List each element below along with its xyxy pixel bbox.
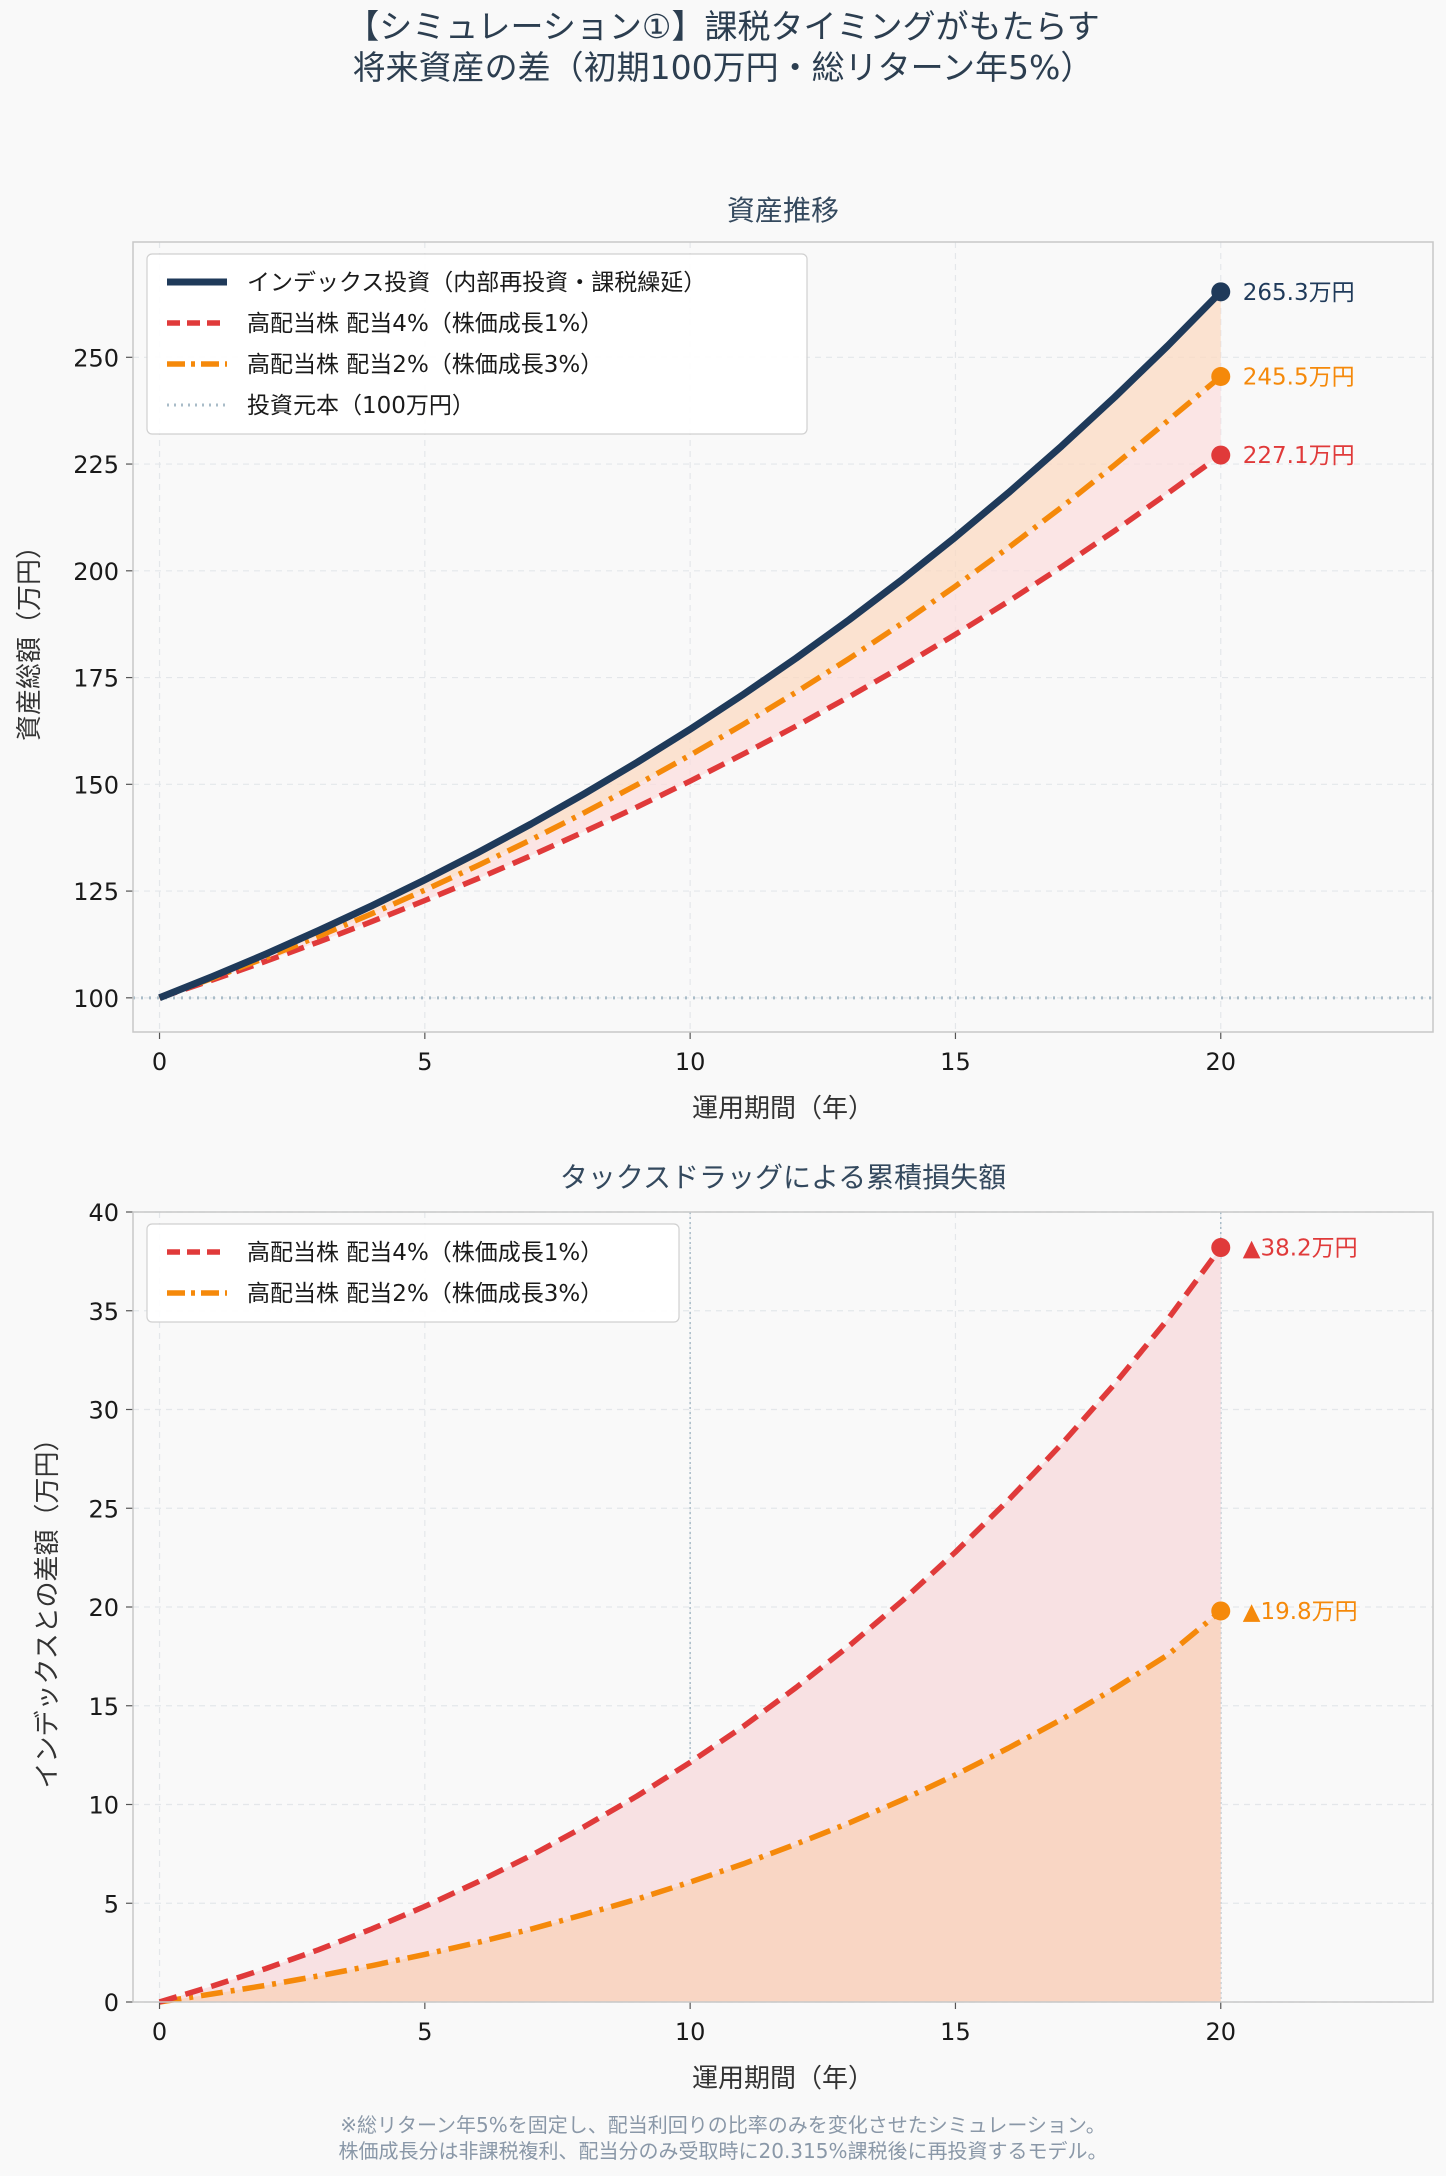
end-label-high4: 227.1万円 <box>1243 443 1355 469</box>
legend-label-high2: 高配当株 配当2%（株価成長3%） <box>247 1281 603 1307</box>
chart2-frame <box>132 1211 1434 2003</box>
x-tick-label: 0 <box>152 2018 167 2046</box>
y-tick-label: 100 <box>73 985 119 1013</box>
y-tick-label: 25 <box>88 1495 119 1523</box>
y-tick-label: 15 <box>88 1693 119 1721</box>
chart1-frame <box>132 241 1434 1033</box>
end-label-high4: ▲38.2万円 <box>1243 1236 1358 1262</box>
y-tick-label: 200 <box>73 558 119 586</box>
x-tick-label: 5 <box>417 1048 432 1076</box>
x-tick-label: 20 <box>1205 1048 1236 1076</box>
series-line-high2 <box>159 1608 1223 2005</box>
tax-drag-chart: タックスドラッグによる累積損失額 ▲19.8万円 ▲38.2万円 0 5 10 15 20… <box>33 1161 1434 2094</box>
y-tick-label: 30 <box>88 1397 119 1425</box>
legend-box <box>146 1223 680 1323</box>
chart1-xlabel: 運用期間（年） <box>692 1094 874 1124</box>
chart2-ylabel: インデックスとの差額（万円） <box>33 1426 63 1789</box>
y-tick-label: 175 <box>73 665 119 693</box>
y-tick-label: 250 <box>73 344 119 372</box>
chart1-ylabel: 資産総額（万円） <box>15 533 45 741</box>
end-point-high2 <box>1211 1601 1231 1621</box>
chart2-area-fill <box>159 1247 1221 2002</box>
y-tick-label: 20 <box>88 1594 119 1622</box>
chart1-series-lines: 227.1万円 245.5万円 265.3万円 <box>133 280 1433 1002</box>
end-point-high4 <box>1211 445 1231 465</box>
y-tick-label: 125 <box>73 878 119 906</box>
figure-title-line2: 将来資産の差（初期100万円・総リターン年5%） <box>353 48 1094 87</box>
legend-box <box>146 253 808 435</box>
x-tick-label: 10 <box>675 2018 706 2046</box>
area-fill-div2 <box>159 1610 1221 2002</box>
y-tick-label: 150 <box>73 771 119 799</box>
legend-label-index: インデックス投資（内部再投資・課税繰延） <box>247 270 706 296</box>
series-line-high2 <box>158 374 1223 1001</box>
legend-label-high4: 高配当株 配当4%（株価成長1%） <box>247 1240 603 1266</box>
series-line-index <box>158 289 1224 1002</box>
series-line-high4 <box>158 452 1223 1001</box>
chart2-title: タックスドラッグによる累積損失額 <box>560 1161 1006 1194</box>
end-point-high2 <box>1211 367 1231 387</box>
y-tick-label: 40 <box>88 1199 119 1227</box>
figure-title-line1: 【シミュレーション①】課税タイミングがもたらす <box>346 7 1100 46</box>
end-label-high2: ▲19.8万円 <box>1243 1599 1358 1625</box>
asset-growth-chart: 資産推移 227.1万円 245.5万円 265.3万円 0 5 10 15 20 100 12… <box>15 194 1434 1124</box>
chart2-legend: 高配当株 配当4%（株価成長1%） 高配当株 配当2%（株価成長3%） <box>146 1223 680 1323</box>
y-tick-label: 10 <box>88 1792 119 1820</box>
x-tick-label: 15 <box>940 1048 971 1076</box>
legend-label-high2: 高配当株 配当2%（株価成長3%） <box>247 352 603 378</box>
x-tick-label: 5 <box>417 2018 432 2046</box>
y-tick-label: 5 <box>104 1890 119 1918</box>
chart1-legend: インデックス投資（内部再投資・課税繰延） 高配当株 配当4%（株価成長1%） 高配当… <box>146 253 808 435</box>
footnote-line2: 株価成長分は非課税複利、配当分のみ受取時に20.315%課税後に再投資するモデル… <box>339 2139 1108 2163</box>
area-fill-div4 <box>159 1247 1221 2002</box>
y-tick-label: 225 <box>73 451 119 479</box>
x-tick-label: 10 <box>675 1048 706 1076</box>
chart2-xlabel: 運用期間（年） <box>692 2064 874 2094</box>
footnote-line1: ※総リターン年5%を固定し、配当利回りの比率のみを変化させたシミュレーション。 <box>340 2113 1106 2137</box>
chart2-tick-labels: 0 5 10 15 20 0 5 10 15 20 25 30 35 40 <box>88 1199 1236 2046</box>
end-point-high4 <box>1211 1238 1231 1258</box>
end-label-high2: 245.5万円 <box>1243 365 1355 391</box>
y-tick-label: 0 <box>104 1989 119 2017</box>
series-line-high4 <box>158 1245 1224 2005</box>
end-point-index <box>1211 282 1231 302</box>
x-tick-label: 0 <box>152 1048 167 1076</box>
end-label-index: 265.3万円 <box>1243 280 1355 306</box>
chart1-title: 資産推移 <box>727 194 839 227</box>
y-tick-label: 35 <box>88 1298 119 1326</box>
chart1-tick-labels: 0 5 10 15 20 100 125 150 175 200 225 250 <box>73 344 1236 1076</box>
legend-label-principal: 投資元本（100万円） <box>247 393 475 419</box>
chart2-series-lines: ▲19.8万円 ▲38.2万円 <box>158 1236 1358 2005</box>
x-tick-label: 15 <box>940 2018 971 2046</box>
x-tick-label: 20 <box>1205 2018 1236 2046</box>
legend-label-high4: 高配当株 配当4%（株価成長1%） <box>247 311 603 337</box>
